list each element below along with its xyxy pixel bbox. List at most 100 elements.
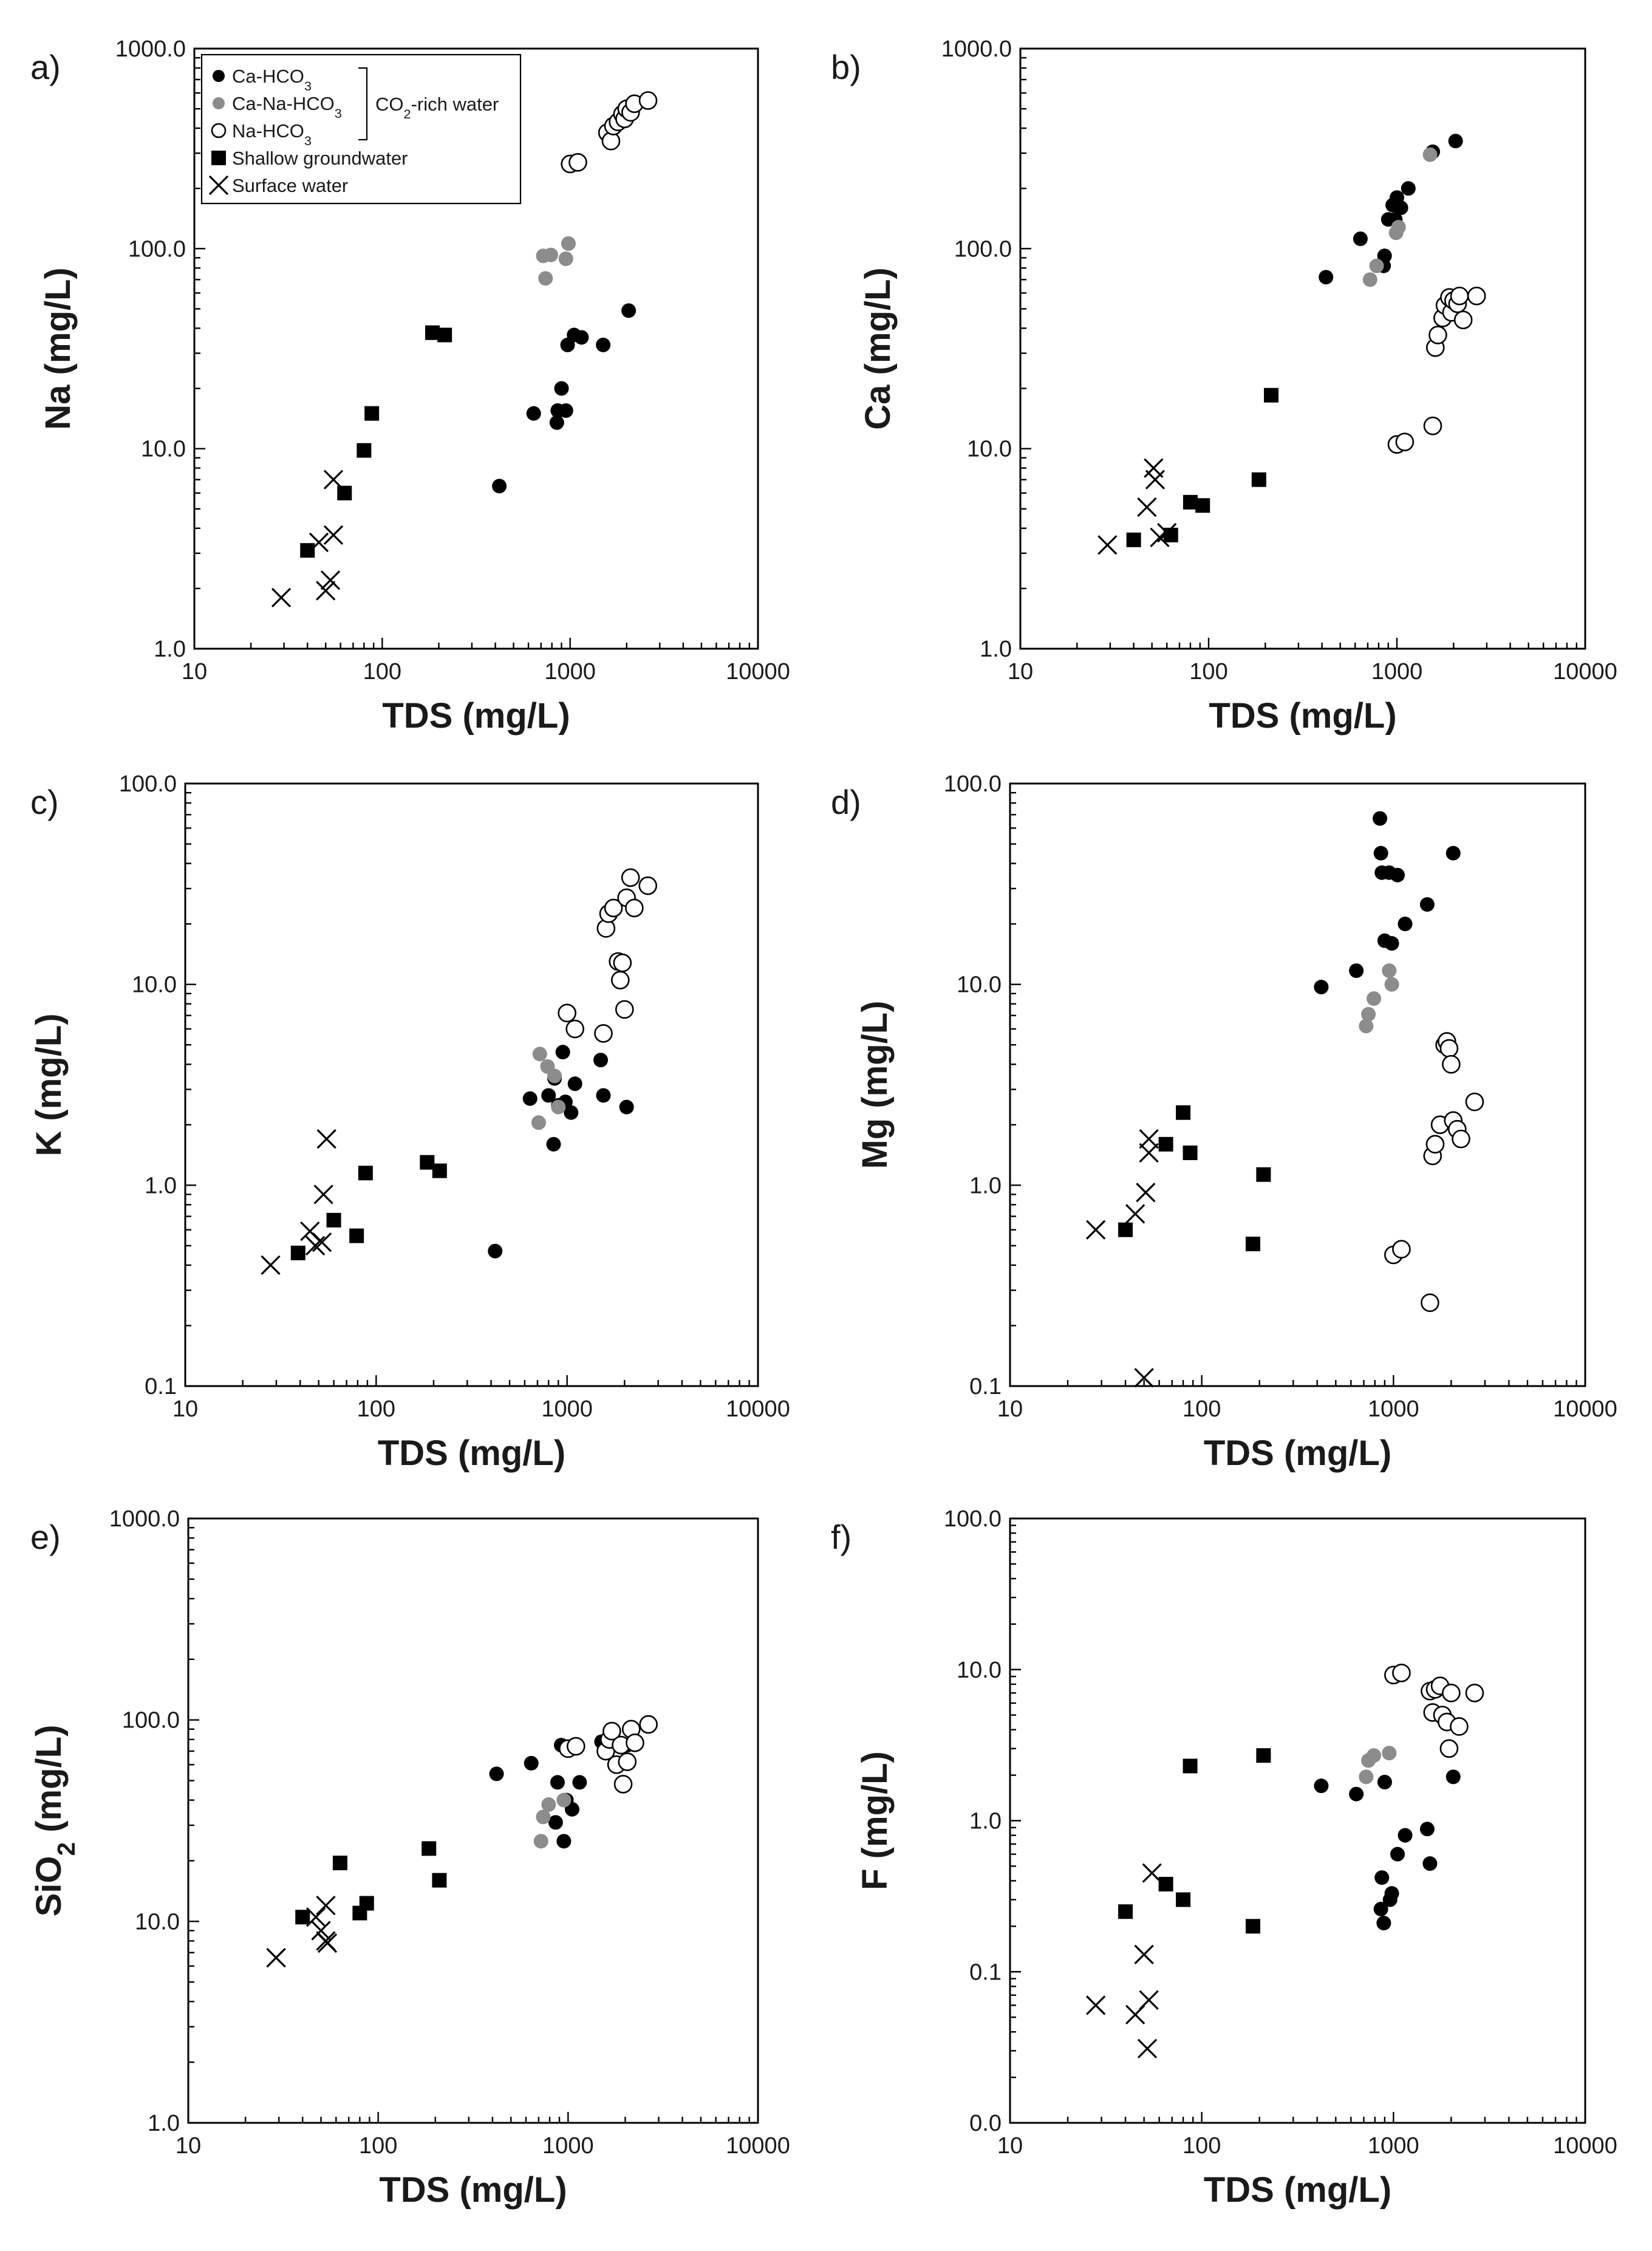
- data-point-shallow: [1158, 1136, 1173, 1152]
- data-point-ca_hco3: [1373, 811, 1388, 826]
- data-point-ca_hco3: [1353, 231, 1368, 247]
- x-tick-label: 10: [182, 659, 207, 685]
- x-tick-label: 1000: [542, 2133, 594, 2159]
- data-point-surface: [1097, 535, 1118, 555]
- data-point-surface: [320, 570, 341, 590]
- data-point-ca_hco3: [555, 1045, 570, 1060]
- legend-marker-na_hco3: [211, 123, 227, 138]
- plot-frame: [1009, 782, 1586, 1387]
- y-tick-label: 10.0: [135, 1909, 180, 1935]
- data-point-surface: [316, 581, 336, 601]
- data-point-shallow: [1246, 1919, 1261, 1934]
- data-point-ca_hco3: [621, 303, 637, 318]
- data-point-ca_hco3: [1398, 917, 1413, 932]
- data-point-na_hco3: [1465, 1092, 1484, 1112]
- x-tick-label: 1000: [1368, 1396, 1419, 1422]
- data-point-ca_na_hco3: [1359, 1019, 1374, 1034]
- data-point-shallow: [1246, 1237, 1261, 1252]
- plot-frame: [1009, 1517, 1586, 2124]
- data-point-shallow: [337, 485, 352, 500]
- y-tick-label: 100.0: [944, 771, 1002, 797]
- data-point-surface: [1142, 1863, 1162, 1883]
- legend-marker-ca_na_hco3: [213, 97, 225, 109]
- data-point-ca_hco3: [1314, 980, 1329, 995]
- series-ca_na_hco3: [531, 1047, 566, 1130]
- data-point-ca_hco3: [1419, 897, 1435, 912]
- data-point-surface: [323, 525, 344, 545]
- x-tick-label: 10: [176, 2133, 201, 2159]
- series-shallow: [295, 1841, 447, 1925]
- data-point-surface: [1157, 522, 1177, 543]
- data-point-ca_na_hco3: [1367, 991, 1382, 1006]
- data-point-surface: [305, 1235, 326, 1256]
- panel-label: a): [30, 48, 61, 86]
- data-point-ca_hco3: [524, 1755, 539, 1771]
- data-point-ca_na_hco3: [547, 1068, 562, 1084]
- data-point-na_hco3: [601, 131, 621, 151]
- data-point-na_hco3: [618, 1752, 637, 1771]
- legend-marker-shallow: [211, 151, 226, 165]
- series-ca_na_hco3: [536, 236, 576, 286]
- y-tick-label: 10.0: [141, 437, 186, 462]
- data-point-na_hco3: [639, 1715, 658, 1734]
- chart-panel-d: d) 10 100 1000 10000 0.1 1.0 10.0 100.0 TDS (mg/L…: [831, 771, 1617, 1473]
- data-point-shallow: [290, 1245, 305, 1260]
- legend-marker-ca_hco3: [213, 70, 225, 82]
- legend-group-label: CO2-rich water: [375, 94, 499, 121]
- x-axis-title: TDS (mg/L): [382, 696, 570, 736]
- series-ca_hco3: [1314, 1769, 1461, 1931]
- plot-frame: [187, 1517, 759, 2124]
- data-point-ca_hco3: [548, 1815, 563, 1830]
- x-tick-label: 10: [1008, 659, 1033, 685]
- data-point-shallow: [357, 443, 372, 458]
- x-tick-label: 1000: [1368, 2133, 1419, 2159]
- data-point-ca_hco3: [1373, 845, 1388, 861]
- series-ca_na_hco3: [1359, 1746, 1397, 1785]
- series-shallow: [1118, 1748, 1271, 1934]
- y-tick-label: 100.0: [944, 1506, 1002, 1532]
- x-tick-label: 10000: [1553, 1396, 1617, 1422]
- data-point-shallow: [1264, 388, 1279, 403]
- data-point-ca_na_hco3: [1362, 272, 1377, 287]
- data-point-ca_na_hco3: [1391, 220, 1406, 235]
- chart-panel-b: b) 10 100 1000 10000 1.0 10.0 100.0 1000.0 TDS (m…: [831, 36, 1617, 736]
- series-surface: [1097, 458, 1177, 555]
- data-point-shallow: [358, 1166, 373, 1181]
- data-point-shallow: [295, 1910, 310, 1925]
- data-point-ca_hco3: [558, 403, 573, 418]
- series-na_hco3: [559, 1715, 658, 1794]
- data-point-ca_na_hco3: [543, 247, 558, 262]
- data-point-na_hco3: [566, 1737, 585, 1756]
- data-point-ca_hco3: [1398, 1828, 1413, 1843]
- x-tick-label: 10000: [1553, 2133, 1617, 2159]
- data-point-surface: [1139, 1129, 1159, 1149]
- data-point-shallow: [332, 1856, 347, 1871]
- data-point-ca_na_hco3: [558, 251, 573, 267]
- data-point-ca_na_hco3: [1422, 147, 1438, 162]
- series-surface: [266, 1895, 338, 1968]
- y-tick-label: 100.0: [128, 236, 186, 262]
- y-tick-label: 0.1: [969, 1374, 1002, 1399]
- data-point-ca_hco3: [593, 1053, 609, 1068]
- y-tick-label: 10.0: [957, 972, 1002, 998]
- data-point-na_hco3: [1423, 416, 1442, 436]
- data-point-surface: [1139, 1990, 1159, 2010]
- series-na_hco3: [561, 91, 658, 174]
- x-tick-label: 10: [997, 2133, 1023, 2159]
- y-tick-label: 0.1: [145, 1374, 177, 1399]
- data-point-surface: [1136, 1183, 1156, 1203]
- data-point-na_hco3: [1452, 1129, 1470, 1149]
- data-point-ca_hco3: [556, 1834, 572, 1849]
- y-tick-label: 1.0: [980, 637, 1012, 662]
- data-point-ca_hco3: [526, 406, 541, 421]
- data-point-ca_hco3: [492, 479, 507, 494]
- data-point-shallow: [432, 1163, 447, 1178]
- y-tick-label: 10.0: [967, 437, 1012, 462]
- panel-label: b): [831, 48, 861, 86]
- chart-panel-a: a) 10 100 1000 10000 1.0 10.0 100.0 1000.0 TDS (m…: [30, 36, 790, 736]
- data-point-shallow: [1118, 1222, 1133, 1237]
- x-tick-label: 10: [997, 1396, 1023, 1422]
- data-point-ca_hco3: [1384, 936, 1399, 951]
- legend-label-ca_hco3: Ca-HCO3: [232, 66, 312, 94]
- data-point-ca_hco3: [1319, 270, 1334, 285]
